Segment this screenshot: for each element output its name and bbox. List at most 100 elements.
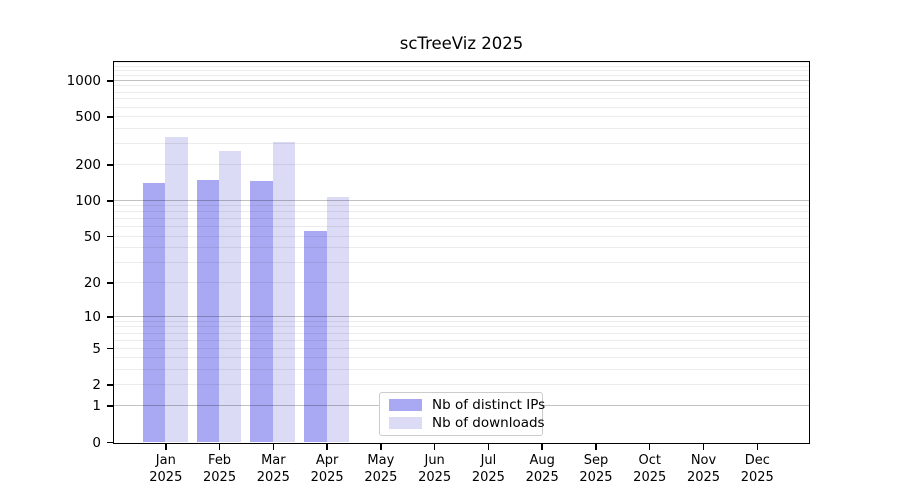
- x-tick-label: Jul 2025: [452, 452, 524, 486]
- y-tick-label: 50: [83, 228, 101, 245]
- minor-gridline: [114, 62, 809, 64]
- y-tick-mark: [106, 200, 113, 202]
- legend-swatch-downloads: [389, 417, 422, 429]
- x-tick-label: Mar 2025: [237, 452, 309, 486]
- y-tick-mark: [106, 384, 113, 386]
- x-tick-year: 2025: [525, 470, 559, 485]
- x-tick-year: 2025: [686, 470, 721, 485]
- minor-gridline: [114, 66, 809, 68]
- bar-downloads: [219, 151, 242, 442]
- x-tick-month: May: [367, 453, 395, 468]
- legend: Nb of distinct IPs Nb of downloads: [379, 392, 546, 436]
- minor-gridline: [114, 74, 809, 76]
- legend-swatch-distinct-ips: [389, 399, 422, 411]
- x-tick-year: 2025: [633, 470, 667, 485]
- x-tick-month: Apr: [315, 453, 339, 468]
- y-tick-mark: [106, 235, 113, 238]
- y-tick-label: 500: [75, 109, 101, 126]
- x-tick-month: Aug: [529, 453, 555, 468]
- bar-distinct-ips: [250, 180, 273, 442]
- y-tick-label: 1000: [66, 72, 101, 89]
- bar-distinct-ips: [142, 182, 166, 442]
- x-tick-mark: [648, 444, 651, 450]
- x-tick-label: Aug 2025: [506, 452, 578, 486]
- x-tick-mark: [433, 444, 436, 450]
- x-tick-label: Jun 2025: [399, 452, 471, 486]
- minor-gridline: [114, 282, 809, 284]
- minor-gridline: [114, 261, 809, 263]
- x-tick-year: 2025: [364, 470, 398, 485]
- legend-label-distinct-ips: Nb of distinct IPs: [432, 396, 546, 413]
- minor-gridline: [114, 218, 809, 220]
- minor-gridline: [114, 142, 809, 144]
- y-tick-label: 2: [92, 376, 101, 393]
- minor-gridline: [114, 211, 809, 213]
- legend-entry-downloads: Nb of downloads: [389, 415, 545, 431]
- x-tick-label: Sep 2025: [560, 452, 632, 486]
- y-tick-label: 5: [92, 340, 101, 357]
- x-tick-label: Apr 2025: [291, 452, 363, 486]
- minor-gridline: [114, 357, 809, 359]
- y-tick-label: 100: [75, 192, 101, 209]
- y-tick-label: 1: [92, 398, 101, 415]
- x-tick-year: 2025: [579, 470, 613, 485]
- y-tick-label: 0: [92, 434, 101, 451]
- bar-downloads: [272, 141, 296, 442]
- minor-gridline: [114, 85, 809, 87]
- x-tick-year: 2025: [310, 470, 344, 485]
- x-tick-month: Nov: [690, 453, 717, 468]
- x-tick-mark: [165, 444, 167, 450]
- y-tick-label: 10: [83, 308, 101, 325]
- minor-gridline: [114, 247, 809, 249]
- y-tick-mark: [106, 282, 113, 284]
- minor-gridline: [114, 116, 809, 118]
- minor-gridline: [114, 98, 809, 100]
- minor-gridline: [114, 226, 809, 228]
- x-tick-mark: [487, 444, 490, 450]
- minor-gridline: [114, 70, 809, 72]
- x-tick-month: Jul: [480, 453, 497, 468]
- bar-downloads: [165, 136, 188, 442]
- bar-downloads: [326, 197, 349, 442]
- x-tick-year: 2025: [740, 470, 774, 485]
- x-tick-month: Oct: [638, 453, 661, 468]
- y-tick-mark: [106, 316, 113, 318]
- x-tick-mark: [756, 444, 759, 450]
- x-tick-mark: [272, 444, 275, 450]
- minor-gridline: [114, 339, 809, 341]
- y-tick-mark: [106, 80, 113, 82]
- x-tick-mark: [541, 444, 543, 450]
- x-tick-mark: [702, 444, 705, 450]
- chart-title: scTreeViz 2025: [399, 34, 524, 53]
- x-tick-label: Nov 2025: [668, 452, 740, 486]
- x-tick-label: May 2025: [345, 452, 417, 486]
- major-gridline: [114, 315, 809, 317]
- x-tick-label: Dec 2025: [721, 452, 793, 486]
- major-gridline: [114, 199, 809, 201]
- minor-gridline: [114, 320, 809, 322]
- x-tick-mark: [380, 444, 382, 450]
- x-tick-mark: [218, 444, 221, 450]
- minor-gridline: [114, 326, 809, 328]
- x-tick-mark: [595, 444, 597, 450]
- minor-gridline: [114, 91, 809, 93]
- y-tick-mark: [106, 441, 113, 444]
- x-tick-label: Oct 2025: [614, 452, 686, 486]
- minor-gridline: [114, 368, 809, 370]
- x-tick-month: Jun: [424, 453, 445, 468]
- minor-gridline: [114, 106, 809, 108]
- y-tick-label: 200: [75, 156, 101, 173]
- minor-gridline: [114, 347, 809, 349]
- bar-distinct-ips: [304, 231, 327, 442]
- x-tick-month: Sep: [583, 453, 609, 468]
- x-tick-year: 2025: [256, 470, 290, 485]
- x-tick-month: Feb: [208, 453, 232, 468]
- legend-entry-distinct-ips: Nb of distinct IPs: [389, 396, 546, 413]
- x-tick-month: Jan: [155, 453, 176, 468]
- y-tick-mark: [106, 116, 113, 118]
- minor-gridline: [114, 127, 809, 129]
- minor-gridline: [114, 235, 809, 237]
- major-gridline: [114, 79, 809, 81]
- x-tick-mark: [326, 444, 328, 450]
